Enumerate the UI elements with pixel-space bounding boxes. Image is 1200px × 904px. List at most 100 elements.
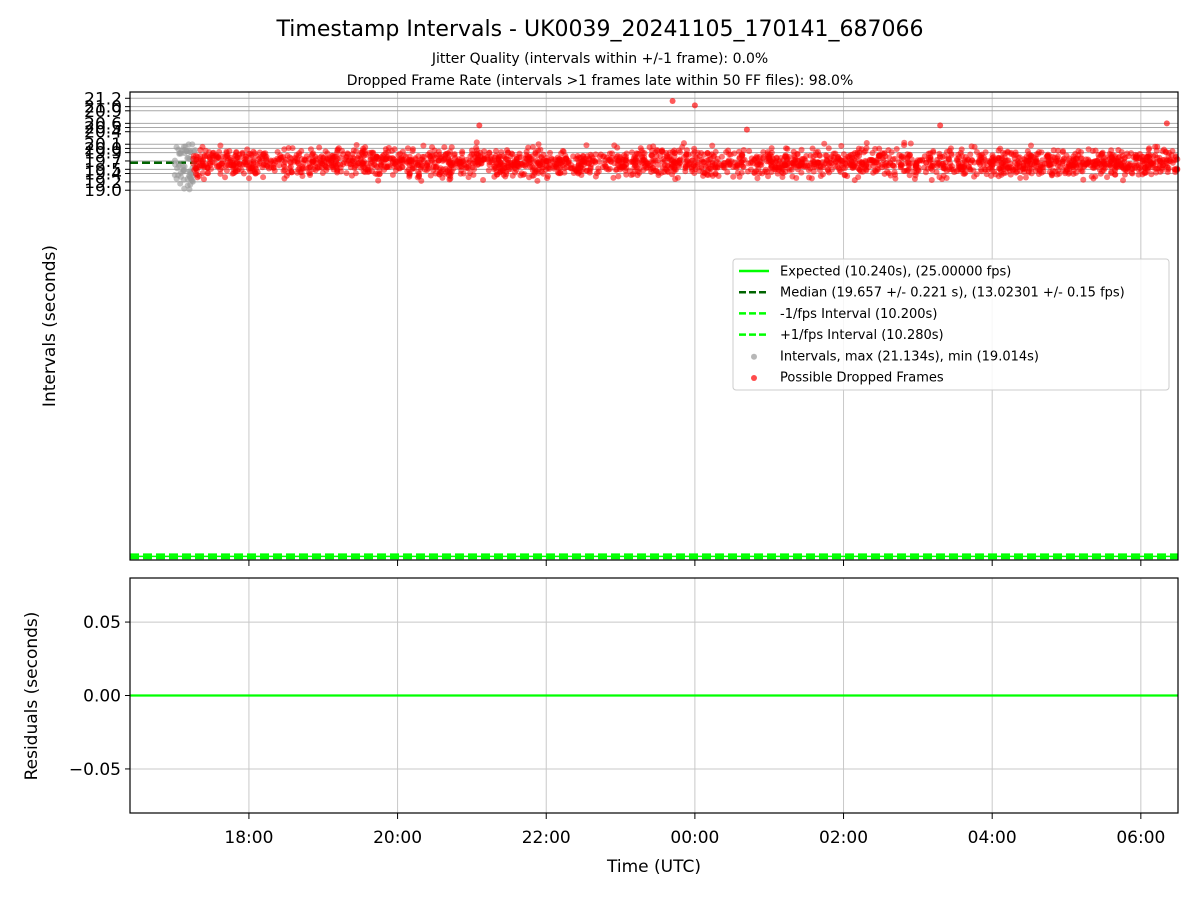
dropped-frame-point: [1033, 151, 1040, 158]
dropped-frame-point: [526, 156, 533, 163]
dropped-frame-point: [473, 139, 480, 146]
dropped-frame-point: [955, 158, 962, 165]
dropped-frame-point: [435, 148, 442, 155]
dropped-frame-point: [359, 159, 366, 166]
dropped-frame-point: [250, 148, 257, 155]
dropped-frame-point: [1172, 153, 1179, 160]
dropped-frame-point: [196, 172, 203, 179]
dropped-frame-point: [798, 169, 805, 176]
dropped-frame-point: [527, 163, 534, 170]
dropped-frame-point: [951, 169, 958, 176]
dropped-frame-point: [997, 145, 1004, 152]
dropped-frame-point: [677, 149, 684, 156]
dropped-frame-point: [961, 170, 968, 177]
dropped-frame-point: [740, 146, 747, 153]
dropped-frame-point: [802, 163, 809, 170]
dropped-frame-point: [968, 157, 975, 164]
dropped-frame-point: [790, 162, 797, 169]
dropped-frame-point: [298, 148, 305, 155]
dropped-frame-point: [1135, 161, 1142, 168]
dropped-frame-point: [200, 176, 207, 183]
dropped-frame-point: [724, 169, 731, 176]
dropped-frame-point: [427, 155, 434, 162]
dropped-frame-point: [1145, 146, 1152, 153]
dropped-frame-point: [509, 151, 516, 158]
dropped-frame-point: [778, 161, 785, 168]
dropped-frame-point: [1012, 169, 1019, 176]
dropped-frame-point: [989, 152, 996, 159]
dropped-frame-point: [409, 165, 416, 172]
dropped-frame-point: [451, 151, 458, 158]
dropped-frame-point: [352, 163, 359, 170]
dropped-frame-point: [559, 158, 566, 165]
dropped-frame-point: [1026, 151, 1033, 158]
dropped-frame-point: [1129, 170, 1136, 177]
dropped-frame-point: [610, 174, 617, 181]
dropped-frame-point: [874, 165, 881, 172]
legend-box: [732, 258, 1170, 391]
legend-label: Expected (10.240s), (25.00000 fps): [780, 265, 1011, 280]
dropped-frame-point: [897, 163, 904, 170]
dropped-frame-point: [808, 175, 815, 182]
dropped-frame-point: [929, 167, 936, 174]
dropped-frame-point: [310, 158, 317, 165]
dropped-frame-point: [1046, 169, 1053, 176]
dropped-frame-point: [323, 167, 330, 174]
dropped-frame-point: [736, 173, 743, 180]
dropped-frame-point: [1076, 165, 1083, 172]
legend-label: +1/fps Interval (10.280s): [780, 328, 944, 343]
dropped-frame-point: [351, 155, 358, 162]
dropped-frame-point: [300, 160, 307, 167]
dropped-frame-point: [224, 155, 231, 162]
dropped-frame-point: [984, 158, 991, 165]
dropped-frame-point: [838, 157, 845, 164]
residuals-plot: 0.05 0.00 −0.05 18:00 20:00 22:00 00:00 02:00 04…: [22, 577, 1179, 877]
dropped-frame-point: [547, 149, 554, 156]
dropped-frame-point: [893, 145, 900, 152]
dropped-frame-point: [1060, 148, 1067, 155]
dropped-frame-point: [699, 158, 706, 165]
dropped-frame-point: [1145, 164, 1152, 171]
dropped-frame-point: [962, 154, 969, 161]
dropped-frame-point: [756, 154, 763, 161]
dropped-frame-point: [422, 166, 429, 173]
chart-subtitle-dropped: Dropped Frame Rate (intervals >1 frames …: [347, 73, 854, 89]
dropped-frame-point: [497, 168, 504, 175]
dropped-frame-point: [548, 156, 555, 163]
dropped-frame-point: [795, 157, 802, 164]
dropped-frame-point: [286, 154, 293, 161]
legend: Expected (10.240s), (25.00000 fps) Median…: [732, 258, 1170, 391]
dropped-frame-point: [734, 161, 741, 168]
dropped-frame-point: [618, 156, 625, 163]
dropped-frame-point: [768, 149, 775, 156]
dropped-frame-point: [344, 150, 351, 157]
dropped-frame-point: [412, 155, 419, 162]
dropped-frame-point: [329, 152, 336, 159]
dropped-frame-point: [217, 161, 224, 168]
dropped-frame-point: [420, 142, 427, 149]
residuals-ytick-label: 0.05: [83, 613, 121, 633]
interval-point: [171, 171, 178, 178]
residuals-xtick-label: 06:00: [1116, 828, 1165, 848]
intervals-plot: 19.019.219.419.519.719.920.020.120.420.5…: [40, 89, 1181, 566]
interval-point: [189, 141, 196, 148]
dropped-frame-point: [525, 144, 532, 151]
dropped-frame-point: [1017, 175, 1024, 182]
dropped-frame-point: [398, 164, 405, 171]
dropped-frame-point: [380, 158, 387, 165]
dropped-frame-point: [796, 162, 803, 169]
intervals-y-axis-label: Intervals (seconds): [40, 245, 60, 407]
dropped-frame-point: [1027, 156, 1034, 163]
dropped-frame-point: [353, 141, 360, 148]
intervals-ytick-label: 19.2: [84, 173, 122, 193]
dropped-frame-point: [1050, 147, 1057, 154]
dropped-frame-point: [718, 153, 725, 160]
residuals-xtick-label: 20:00: [373, 828, 422, 848]
chart-subtitle-jitter: Jitter Quality (intervals within +/-1 fr…: [431, 51, 768, 67]
dropped-frame-point: [1012, 164, 1019, 171]
dropped-frame-point: [821, 161, 828, 168]
dropped-frame-point: [730, 173, 737, 180]
dropped-frame-point: [210, 149, 217, 156]
dropped-frame-point: [745, 160, 752, 167]
